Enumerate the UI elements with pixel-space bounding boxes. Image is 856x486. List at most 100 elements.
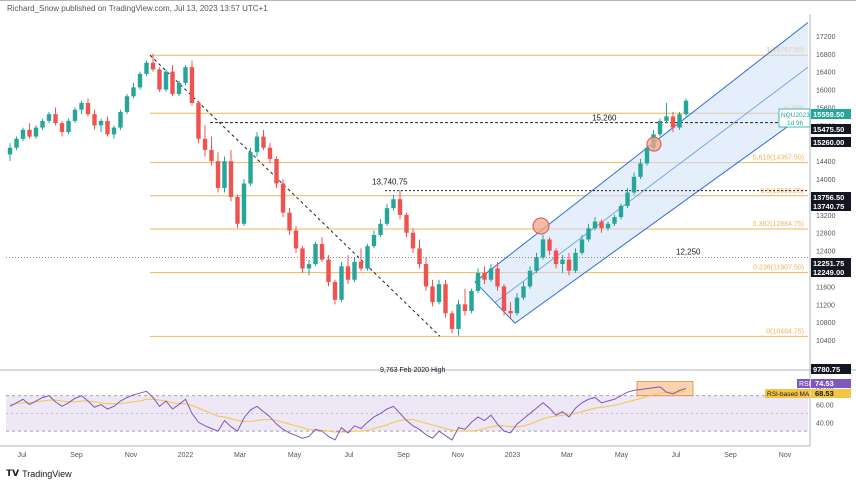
channel-lower-line [514, 111, 809, 324]
y-tick-label: 14400 [816, 159, 836, 166]
candle-body [183, 67, 188, 83]
candle-body [189, 67, 195, 103]
x-tick-label: Mar [561, 452, 574, 459]
candle-body [20, 129, 26, 139]
rsi-ma-line [9, 390, 687, 433]
candle-body [664, 116, 669, 121]
rsi-value-tag [811, 379, 851, 388]
symbol-tag-sub: 1d 9h [787, 120, 804, 127]
candle-body [176, 82, 182, 95]
y-tick-label: 11600 [816, 284, 835, 291]
y-tick-label: 12800 [816, 231, 836, 238]
candle-body [670, 116, 676, 128]
price-tag [811, 124, 851, 134]
candle-body [495, 268, 500, 287]
candle-body [586, 228, 591, 240]
level-label-13740: 13,740.75 [372, 178, 408, 187]
candle-body [313, 243, 318, 265]
fib-level-label: 0.236(11907.50) [753, 265, 804, 272]
price-tag-label: 15260.00 [813, 138, 844, 147]
candle-body [280, 183, 286, 213]
candle-body [157, 69, 162, 90]
candle-body [215, 161, 221, 188]
candle-body [488, 268, 494, 280]
candle-body [111, 127, 117, 135]
candle-body [131, 87, 136, 97]
candle-body [462, 304, 468, 312]
tradingview-logo-icon: 𝗧𝗩 [6, 468, 20, 478]
y-tick-label: 12400 [816, 249, 836, 256]
price-tag-label: 15559.50 [813, 110, 844, 119]
symbol-tag-label: NQU2023 [781, 112, 810, 119]
candle-body [118, 111, 123, 128]
y-tick-label: 16400 [816, 70, 836, 77]
candle-body [683, 100, 689, 115]
candle-body [612, 217, 617, 224]
y-tick-label: 16000 [816, 88, 836, 95]
candle-body [404, 214, 409, 233]
candle-body [163, 71, 169, 90]
price-tag-label: 15475.50 [813, 125, 844, 134]
x-tick-label: Nov [779, 452, 792, 459]
channel-upper-line [474, 22, 809, 283]
highlight-circle [532, 217, 550, 235]
candle-body [241, 183, 247, 224]
y-tick-label: 10800 [816, 320, 836, 327]
candle-body [339, 266, 344, 300]
candle-body [40, 120, 45, 128]
candle-body [553, 250, 559, 265]
x-tick-label: May [288, 452, 302, 459]
candle-body [267, 147, 273, 159]
candle-body [170, 71, 175, 95]
x-tick-label: 2023 [505, 452, 521, 459]
candle-body [475, 273, 481, 291]
y-tick-label: 11200 [816, 302, 835, 309]
rsi-axis-top-tag [811, 364, 851, 374]
price-tag-label: 13740.75 [813, 202, 844, 211]
candle-body [417, 248, 422, 265]
candle-body [579, 239, 585, 253]
candle-body [527, 270, 533, 287]
rsi-axis-top-label: 9780.75 [813, 365, 840, 374]
y-tick-label: 17200 [816, 34, 836, 41]
candle-body [72, 109, 78, 121]
candle-body [248, 152, 253, 184]
x-tick-label: Sep [397, 452, 410, 459]
candle-body [105, 120, 110, 135]
candle-body [410, 232, 416, 249]
candle-body [7, 147, 13, 155]
candle-body [332, 281, 338, 300]
candle-body [235, 196, 240, 224]
candle-body [508, 311, 513, 314]
price-tag [811, 258, 851, 268]
candle-body [365, 246, 370, 269]
candle-body [384, 208, 390, 224]
candle-body [209, 149, 214, 162]
y-tick-label: 13200 [816, 213, 836, 220]
candle-body [287, 212, 292, 231]
symbol-tag [778, 108, 811, 128]
candle-body [657, 120, 663, 135]
price-tag-label: 12249.00 [813, 268, 844, 277]
candle-body [345, 266, 351, 280]
candle-body [547, 239, 552, 251]
rsi-line [9, 386, 687, 441]
fib-level-label: 0.618(14367.50) [753, 155, 804, 162]
candle-body [274, 158, 279, 184]
x-tick-label: Sep [724, 452, 737, 459]
y-tick-label: 10400 [816, 338, 836, 345]
candle-body [14, 138, 19, 148]
candle-body [306, 264, 312, 269]
candle-body [27, 129, 32, 137]
channel-base-line [474, 281, 516, 324]
candle-body [618, 205, 624, 218]
price-tag-label: 12251.75 [813, 259, 844, 268]
candle-body [196, 103, 201, 139]
candle-body [625, 192, 630, 206]
candle-body [631, 176, 637, 193]
candle-body [371, 234, 377, 247]
rsi-ma-name-tag [765, 389, 810, 398]
candle-body [521, 286, 526, 298]
tradingview-logo: 𝗧𝗩 TradingView [6, 468, 72, 479]
